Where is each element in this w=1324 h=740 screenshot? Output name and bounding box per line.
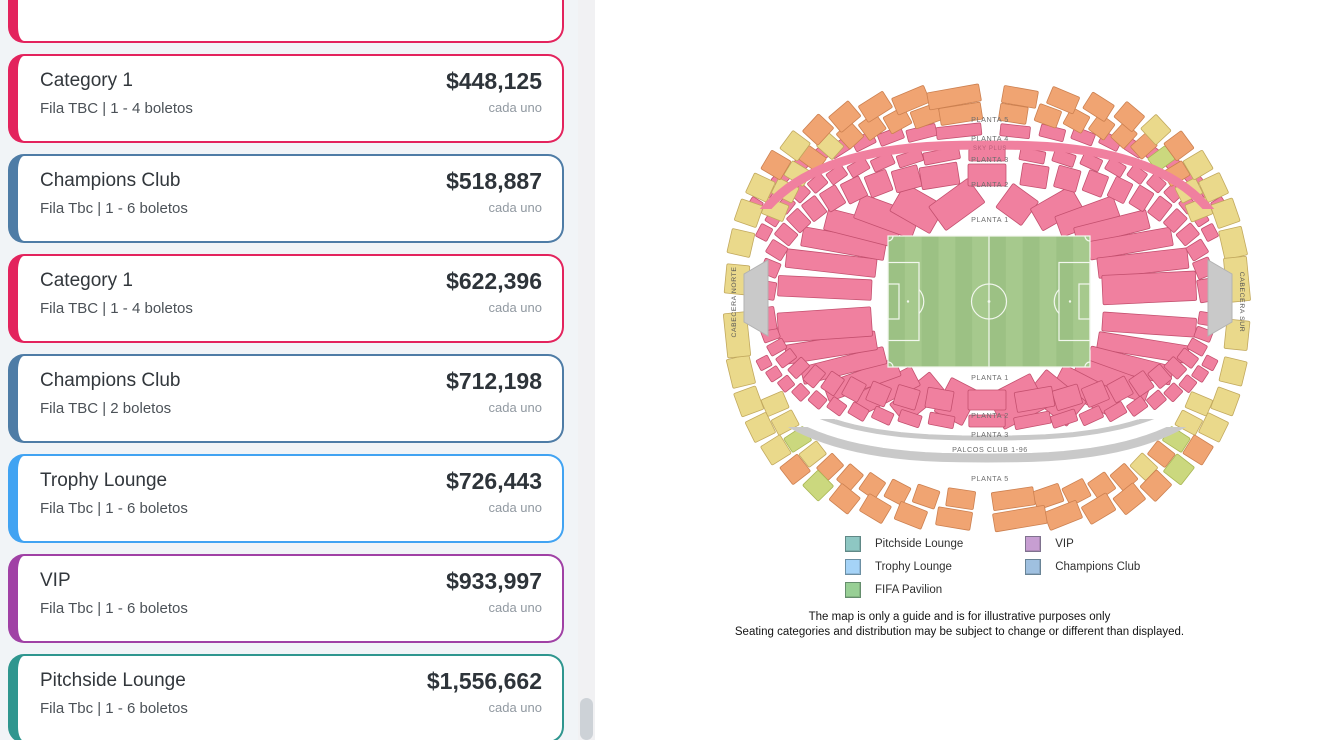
ticket-card[interactable]: Champions Club Fila TBC | 2 boletos $712… [8, 354, 564, 443]
pitchside-lounge-swatch [845, 535, 861, 552]
ticket-price: $726,443 [446, 468, 542, 494]
scrollbar-thumb[interactable] [580, 698, 593, 740]
ticket-per-label: cada uno [488, 100, 543, 115]
planta-3-bottom-label: PLANTA 3 [971, 430, 1009, 439]
ticket-list-panel: Fila TBC | 1 - 3 boletos cada uno Catego… [0, 0, 595, 740]
ticket-price: $518,887 [446, 168, 542, 194]
ticket-category: Pitchside Lounge [40, 670, 186, 691]
ticket-pricing: $448,125 cada uno [446, 68, 542, 117]
ticket-row-info: Fila Tbc | 1 - 6 boletos [40, 700, 188, 717]
ticket-per-label: cada uno [488, 500, 543, 515]
legend-item-vip: VIP [1025, 535, 1140, 552]
ticket-cards: Fila TBC | 1 - 3 boletos cada uno Catego… [8, 0, 564, 740]
legend-item-fifa-pavilion: FIFA Pavilion [845, 581, 963, 598]
ticket-pricing: $712,198 cada uno [446, 368, 542, 417]
legend-label: Champions Club [1055, 560, 1141, 573]
map-disclaimer: The map is only a guide and is for illus… [595, 610, 1324, 640]
legend-label: Trophy Lounge [875, 560, 952, 573]
ticket-pricing: $726,443 cada uno [446, 468, 542, 517]
ticket-row-info: Fila Tbc | 1 - 6 boletos [40, 200, 188, 217]
planta-4-top-label: PLANTA 4 [971, 134, 1009, 143]
ticket-price: $448,125 [446, 68, 542, 94]
ticket-per-label: cada uno [488, 400, 543, 415]
ticket-price: $1,556,662 [426, 668, 542, 694]
ticket-row-info: Fila TBC | 2 boletos [40, 400, 172, 417]
ticket-category: Champions Club [40, 370, 181, 391]
ticket-info: VIP Fila Tbc | 1 - 6 boletos [40, 568, 188, 619]
ticket-category: Trophy Lounge [40, 470, 168, 491]
sky-plus-label: SKY PLUS [973, 146, 1007, 152]
fifa-pavilion-swatch [845, 581, 861, 598]
ticket-info: Pitchside Lounge Fila Tbc | 1 - 6 boleto… [40, 668, 188, 719]
ticket-price: $933,997 [446, 568, 542, 594]
palcos-club-label: PALCOS CLUB 1-96 [952, 445, 1028, 454]
ticket-row-info: Fila Tbc | 1 - 6 boletos [40, 600, 188, 617]
ticket-per-label: cada uno [488, 700, 543, 715]
ticket-card[interactable]: Champions Club Fila Tbc | 1 - 6 boletos … [8, 154, 564, 243]
ticket-pricing: $622,396 cada uno [446, 268, 542, 317]
champions-club-swatch [1025, 558, 1042, 575]
legend-label: Pitchside Lounge [875, 537, 964, 550]
ticket-card[interactable]: Category 1 Fila TBC | 1 - 4 boletos $448… [8, 54, 564, 143]
ticket-per-label: cada uno [488, 600, 543, 615]
ticket-card[interactable]: Pitchside Lounge Fila Tbc | 1 - 6 boleto… [8, 654, 564, 740]
cabecera-norte-label: CABECERA NORTE [731, 267, 738, 338]
cabecera-sur-label: CABECERA SUR [1238, 272, 1245, 332]
ticket-info: Trophy Lounge Fila Tbc | 1 - 6 boletos [40, 468, 188, 519]
ticket-info: Champions Club Fila Tbc | 1 - 6 boletos [40, 168, 188, 219]
trophy-lounge-swatch [845, 558, 861, 575]
ticket-row-info: Fila TBC | 1 - 4 boletos [40, 300, 193, 317]
planta-3-top-label: PLANTA 3 [971, 155, 1009, 164]
ticket-price: $622,396 [446, 268, 542, 294]
ticket-card[interactable]: Category 1 Fila TBC | 1 - 4 boletos $622… [8, 254, 564, 343]
disclaimer-line-1: The map is only a guide and is for illus… [808, 611, 1111, 623]
ticket-per-label: cada uno [488, 300, 543, 315]
planta-5-bottom-label: PLANTA 5 [971, 474, 1009, 483]
legend-column-2: VIP Champions Club [1025, 535, 1140, 598]
ticket-card[interactable]: Fila TBC | 1 - 3 boletos cada uno [8, 0, 564, 43]
ticket-price: $712,198 [446, 368, 542, 394]
ticket-category: Champions Club [40, 170, 181, 191]
ticket-info: Category 1 Fila TBC | 1 - 4 boletos [40, 268, 193, 319]
ticket-card[interactable]: VIP Fila Tbc | 1 - 6 boletos $933,997 ca… [8, 554, 564, 643]
ticket-pricing: $1,556,662 cada uno [427, 668, 542, 717]
ticket-info: Champions Club Fila TBC | 2 boletos [40, 368, 180, 419]
ticket-category: VIP [40, 570, 71, 591]
disclaimer-line-2: Seating categories and distribution may … [734, 626, 1185, 638]
planta-1-top-label: PLANTA 1 [971, 215, 1009, 224]
legend-item-pitchside-lounge: Pitchside Lounge [845, 535, 963, 552]
planta-1-bottom-label: PLANTA 1 [971, 373, 1009, 382]
ticket-row-info: Fila TBC | 1 - 4 boletos [40, 100, 193, 117]
stadium-map: PLANTA 5 PLANTA 4 SKY PLUS PLANTA 3 PLAN… [722, 83, 1251, 533]
planta-2-bottom-label: PLANTA 2 [971, 411, 1009, 420]
ticket-row-info: Fila Tbc | 1 - 6 boletos [40, 500, 188, 517]
vip-swatch [1025, 535, 1042, 552]
ticket-per-label: cada uno [488, 200, 543, 215]
legend-item-champions-club: Champions Club [1025, 558, 1140, 575]
stadium-map-panel: PLANTA 5 PLANTA 4 SKY PLUS PLANTA 3 PLAN… [595, 0, 1324, 740]
legend-item-trophy-lounge: Trophy Lounge [845, 558, 963, 575]
ticket-info: Category 1 Fila TBC | 1 - 4 boletos [40, 68, 193, 119]
legend-label: VIP [1055, 537, 1074, 550]
legend-label: FIFA Pavilion [875, 583, 943, 596]
planta-2-top-label: PLANTA 2 [971, 180, 1009, 189]
ticket-pricing: $933,997 cada uno [446, 568, 542, 617]
ticket-category: Category 1 [40, 270, 133, 291]
ticket-card[interactable]: Trophy Lounge Fila Tbc | 1 - 6 boletos $… [8, 454, 564, 543]
planta-5-top-label: PLANTA 5 [971, 115, 1009, 124]
ticket-pricing: $518,887 cada uno [446, 168, 542, 217]
map-legend: Pitchside Lounge Trophy Lounge FIFA Pavi… [845, 535, 1140, 598]
scrollbar-track[interactable] [578, 0, 595, 740]
ticket-category: Category 1 [40, 70, 133, 91]
legend-column-1: Pitchside Lounge Trophy Lounge FIFA Pavi… [845, 535, 963, 598]
